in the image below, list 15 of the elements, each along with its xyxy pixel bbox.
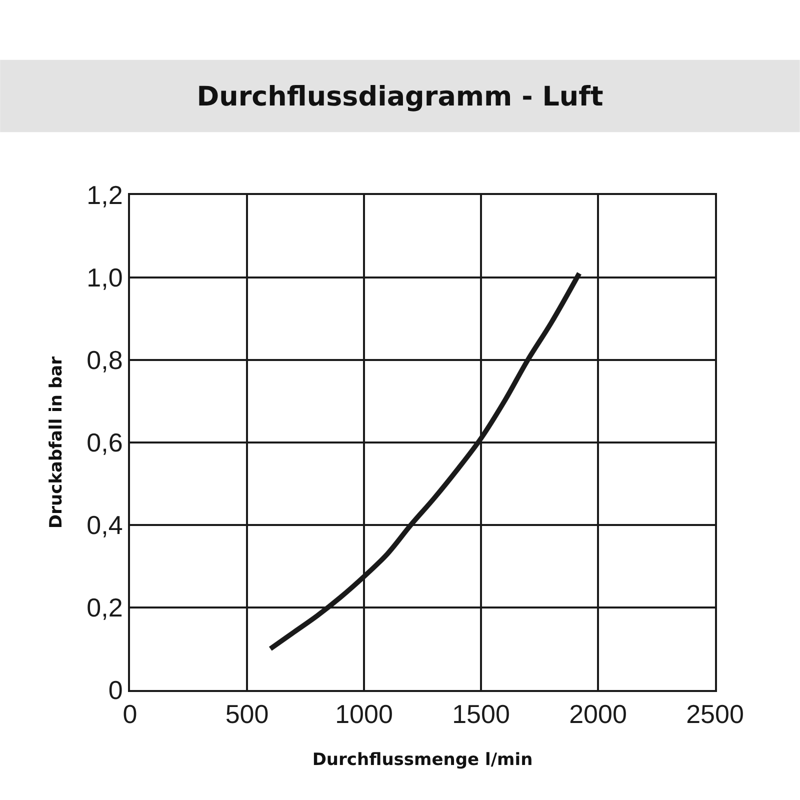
x-tick-label: 1000 [335, 699, 393, 730]
y-tick-label: 0,6 [86, 428, 123, 458]
y-tick-label: 0,8 [86, 345, 123, 376]
x-tick-label: 2500 [686, 699, 744, 730]
y-tick-label: 1,2 [86, 180, 123, 210]
y-tick-label: 0,4 [86, 510, 123, 540]
chart-title: Durchflussdiagramm - Luft [196, 81, 604, 112]
y-tick-label: 0,2 [86, 592, 123, 623]
x-tick-label: 2000 [569, 699, 627, 730]
x-tick-label: 1500 [452, 699, 510, 730]
x-axis-title: Durchflussmenge l/min [312, 750, 533, 770]
y-axis-title: Druckabfall in bar [46, 356, 67, 528]
y-tick-label: 0 [108, 675, 123, 706]
x-tick-label: 500 [225, 699, 269, 730]
y-tick-label: 1,0 [86, 262, 123, 293]
